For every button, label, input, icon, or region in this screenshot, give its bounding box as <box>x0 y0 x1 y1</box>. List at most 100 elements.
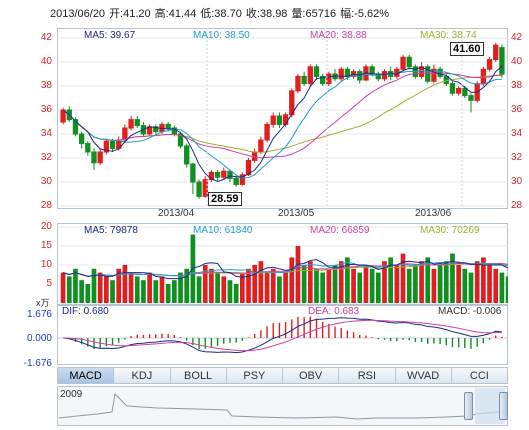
quote-open: 开:41.20 <box>109 8 151 20</box>
quote-low: 低:38.70 <box>200 8 242 20</box>
volume-bar <box>283 272 288 303</box>
tab-boll[interactable]: BOLL <box>170 367 227 384</box>
volume-bar <box>159 276 165 303</box>
price-tick-l: 36 <box>40 104 52 115</box>
volume-bar <box>326 268 332 303</box>
volume-bar <box>215 272 220 303</box>
volume-bar <box>406 268 412 303</box>
volume-bar <box>456 265 461 303</box>
volume-bar <box>468 272 474 303</box>
vol-ma5-line <box>62 259 508 280</box>
tab-obv[interactable]: OBV <box>283 367 340 384</box>
candle <box>177 131 184 149</box>
candle <box>313 64 320 80</box>
price-tick-r: 28 <box>511 200 523 211</box>
ma5-line <box>62 65 503 183</box>
volume-tick: 5 <box>46 278 52 289</box>
candle <box>276 112 283 128</box>
volume-bar <box>239 272 245 303</box>
range-handle-right[interactable] <box>499 392 508 420</box>
macd-legend: MACD: -0.006 <box>438 306 502 317</box>
candle <box>214 170 221 181</box>
volume-tick: 15 <box>40 240 52 251</box>
volume-bar <box>134 276 140 303</box>
volume-unit: x万 <box>36 298 50 308</box>
candle <box>264 122 270 143</box>
candle <box>307 64 313 86</box>
volume-bar <box>91 268 97 303</box>
volume-bar <box>73 268 78 303</box>
volume-bar <box>209 268 214 303</box>
ma30-legend: MA30: 38.74 <box>420 30 477 41</box>
candle <box>153 124 159 134</box>
volume-bar <box>97 272 103 303</box>
tab-kdj[interactable]: KDJ <box>114 367 171 384</box>
volume-bar <box>443 261 449 303</box>
candle <box>202 176 208 198</box>
volume-bar <box>388 257 394 303</box>
volume-chart <box>57 226 508 303</box>
price-tick-r: 30 <box>511 176 523 187</box>
volume-bar <box>289 257 295 303</box>
ma5-legend: MA5: 39.67 <box>84 30 136 41</box>
vol-ma5-legend: MA5: 79878 <box>84 225 138 236</box>
price-tick-l: 34 <box>40 128 52 139</box>
volume-bar <box>382 261 387 303</box>
volume-bar <box>264 272 270 303</box>
volume-bar <box>425 257 431 303</box>
tab-wvad[interactable]: WVAD <box>395 367 452 384</box>
volume-bar <box>413 265 418 303</box>
candle <box>301 71 307 86</box>
volume-bar <box>252 265 258 303</box>
price-chart <box>57 28 508 209</box>
macd-chart <box>57 316 508 354</box>
vol-ma30-legend: MA30: 70269 <box>420 225 480 236</box>
quote-close: 收:38.98 <box>245 8 288 20</box>
ma10-line <box>62 69 502 179</box>
price-tick-r: 32 <box>511 152 523 163</box>
range-handle-left[interactable] <box>464 392 473 420</box>
volume-bar <box>270 268 276 303</box>
candle <box>493 42 499 62</box>
volume-bar <box>196 276 202 303</box>
macd-tick-top: 1.676 <box>26 309 52 320</box>
high-annotation: 41.60 <box>450 42 484 56</box>
candle <box>245 158 252 176</box>
dif-legend: DIF: 0.680 <box>62 306 109 317</box>
volume-bar <box>481 257 486 303</box>
quote-volume: 量:65716 <box>291 8 337 20</box>
volume-bar <box>178 272 183 303</box>
candle <box>338 66 344 82</box>
tab-macd[interactable]: MACD <box>57 367 115 384</box>
candle <box>425 64 431 84</box>
tab-psy[interactable]: PSY <box>226 367 283 384</box>
candle <box>78 131 85 149</box>
candle <box>431 64 437 84</box>
ma30-line <box>62 74 502 153</box>
volume-bar <box>351 268 356 303</box>
price-tick-l: 32 <box>40 152 52 163</box>
overview-year: 2009 <box>60 389 83 400</box>
quote-date: 2013/06/20 <box>50 8 106 20</box>
volume-bar <box>60 272 66 303</box>
volume-bar <box>171 280 177 303</box>
volume-bar <box>184 268 190 303</box>
low-annotation: 28.59 <box>208 192 242 206</box>
tab-cci[interactable]: CCI <box>451 367 508 384</box>
price-tick-l: 28 <box>40 200 52 211</box>
volume-bar <box>332 265 338 303</box>
volume-bar <box>110 280 115 303</box>
vol-ma10-legend: MA10: 61840 <box>193 225 253 236</box>
volume-bar <box>369 268 375 303</box>
volume-bar <box>375 272 381 303</box>
volume-bar <box>116 268 122 303</box>
macd-tick-bottom: -1.676 <box>23 358 52 369</box>
vol-ma20-legend: MA20: 66859 <box>310 225 370 236</box>
price-tick-l: 30 <box>40 176 52 187</box>
tab-rsi[interactable]: RSI <box>339 367 396 384</box>
price-tick-r: 42 <box>511 32 523 43</box>
volume-bar <box>85 284 91 303</box>
volume-bar <box>79 280 84 303</box>
volume-bar <box>314 268 319 303</box>
candle <box>91 148 97 170</box>
